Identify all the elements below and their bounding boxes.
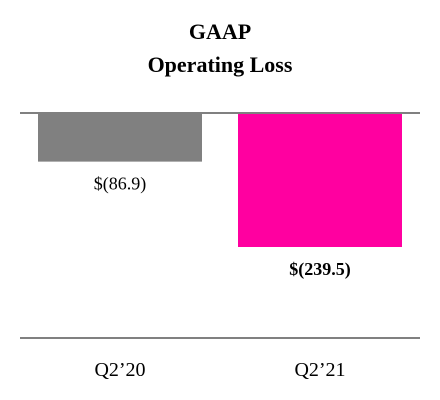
bar-1 bbox=[38, 113, 202, 162]
chart-title-line-2: Operating Loss bbox=[148, 52, 293, 77]
data-label-2: $(239.5) bbox=[289, 259, 351, 280]
category-label-2: Q2’21 bbox=[294, 359, 345, 381]
category-label-1: Q2’20 bbox=[94, 359, 145, 381]
data-label-1: $(86.9) bbox=[94, 174, 147, 195]
bars-layer bbox=[38, 113, 402, 248]
bar-2 bbox=[238, 113, 402, 248]
labels-layer: $(86.9) Q2’20 $(239.5) Q2’21 bbox=[94, 174, 351, 381]
chart-title-line-1: GAAP bbox=[189, 19, 251, 44]
